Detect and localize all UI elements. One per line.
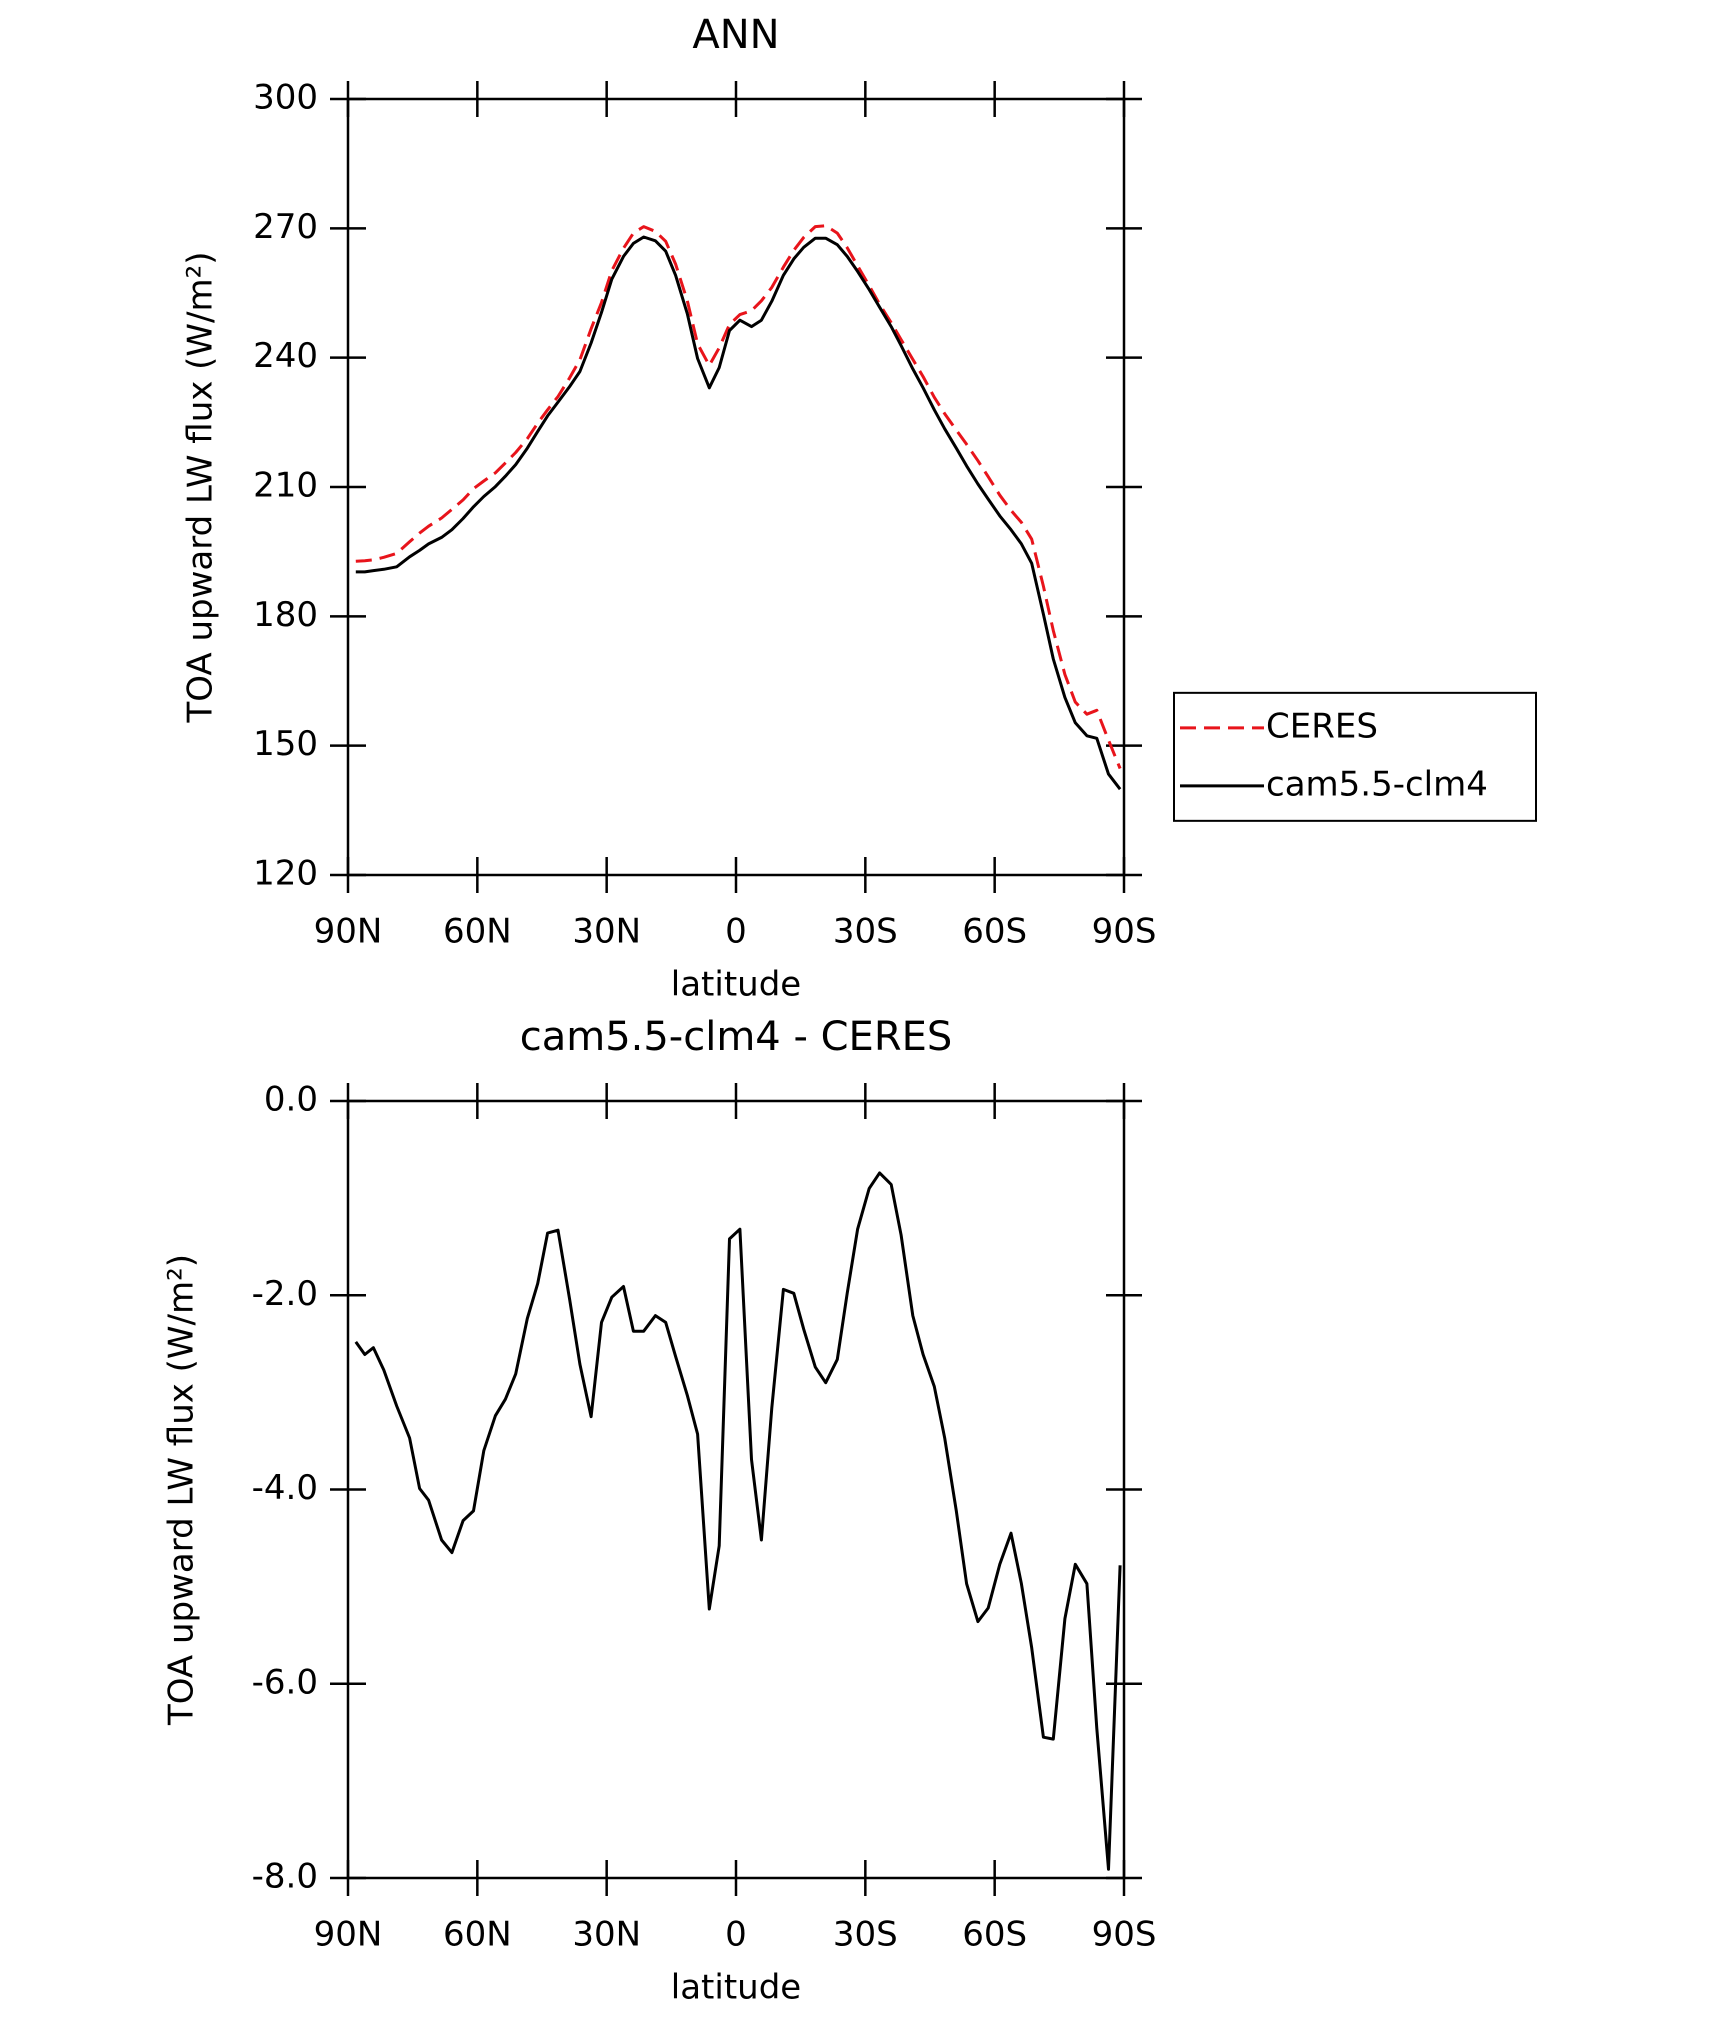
legend-label: CERES	[1266, 706, 1378, 746]
chart-title: ANN	[692, 12, 779, 58]
y-axis-label: TOA upward LW flux (W/m²)	[162, 1254, 202, 1726]
x-tick-label: 90S	[1092, 1915, 1157, 1955]
x-tick-label: 0	[725, 1915, 747, 1955]
x-tick-label: 60S	[962, 912, 1027, 952]
y-tick-label: -6.0	[252, 1662, 318, 1702]
legend-box	[1173, 691, 1537, 822]
y-axis-label: TOA upward LW flux (W/m²)	[181, 251, 221, 723]
x-tick-label: 60N	[443, 912, 512, 952]
y-tick-label: 150	[253, 724, 318, 764]
x-tick-label: 90N	[314, 912, 383, 952]
y-tick-label: -8.0	[252, 1857, 318, 1897]
x-tick-label: 30N	[572, 912, 641, 952]
x-tick-label: 90S	[1092, 912, 1157, 952]
chart-title: cam5.5-clm4 - CERES	[520, 1014, 953, 1060]
y-tick-label: 180	[253, 595, 318, 635]
x-tick-label: 30S	[833, 912, 898, 952]
x-tick-label: 60N	[443, 1915, 512, 1955]
x-tick-label: 60S	[962, 1915, 1027, 1955]
x-tick-label: 0	[725, 912, 747, 952]
x-axis-label: latitude	[671, 965, 801, 1005]
data-line	[354, 1171, 1122, 1871]
x-tick-label: 90N	[314, 1915, 383, 1955]
y-tick-label: -4.0	[252, 1468, 318, 1508]
plot-frame	[346, 1099, 1126, 1880]
x-tick-label: 30S	[833, 1915, 898, 1955]
y-tick-label: -2.0	[252, 1274, 318, 1314]
y-tick-label: 240	[253, 336, 318, 376]
y-tick-label: 120	[253, 854, 318, 894]
x-tick-label: 30N	[572, 1915, 641, 1955]
data-line	[355, 235, 1122, 791]
y-tick-label: 270	[253, 207, 318, 247]
x-axis-label: latitude	[671, 1968, 801, 2008]
y-tick-label: 300	[253, 78, 318, 118]
plot-frame	[346, 97, 1126, 877]
data-line	[355, 224, 1122, 770]
y-tick-label: 210	[253, 466, 318, 506]
legend-label: cam5.5-clm4	[1266, 764, 1488, 804]
y-tick-label: 0.0	[264, 1080, 318, 1120]
